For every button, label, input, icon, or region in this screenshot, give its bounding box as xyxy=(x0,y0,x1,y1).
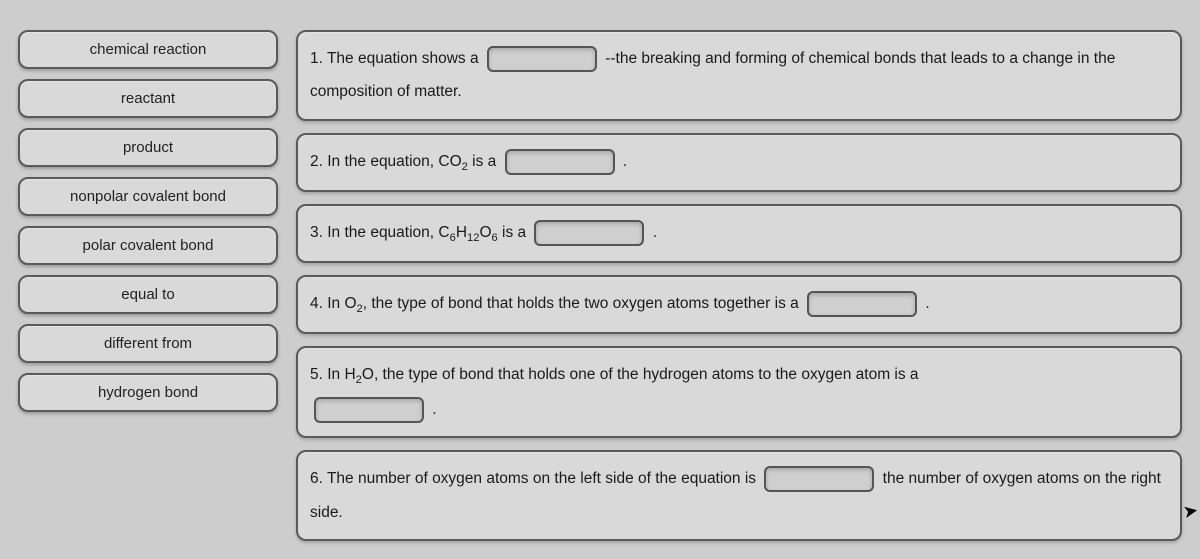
terms-sidebar: chemical reaction reactant product nonpo… xyxy=(18,30,278,541)
term-nonpolar-covalent-bond[interactable]: nonpolar covalent bond xyxy=(18,177,278,216)
q4-blank[interactable] xyxy=(807,291,917,317)
term-hydrogen-bond[interactable]: hydrogen bond xyxy=(18,373,278,412)
question-6: 6. The number of oxygen atoms on the lef… xyxy=(296,450,1182,541)
q3-blank[interactable] xyxy=(534,220,644,246)
q1-text-a: 1. The equation shows a xyxy=(310,50,483,67)
q5-text-b: O, the type of bond that holds one of th… xyxy=(362,366,919,383)
questions-panel: 1. The equation shows a --the breaking a… xyxy=(296,30,1182,541)
question-5: 5. In H2O, the type of bond that holds o… xyxy=(296,346,1182,438)
q2-text-b: is a xyxy=(468,153,501,170)
q3-text-e: . xyxy=(648,224,657,241)
q3-text-b: H xyxy=(456,224,467,241)
cursor-icon: ➤ xyxy=(1181,500,1200,523)
q3-text-d: is a xyxy=(498,224,531,241)
term-chemical-reaction[interactable]: chemical reaction xyxy=(18,30,278,69)
question-1: 1. The equation shows a --the breaking a… xyxy=(296,30,1182,121)
q4-text-c: . xyxy=(921,295,930,312)
term-polar-covalent-bond[interactable]: polar covalent bond xyxy=(18,226,278,265)
q6-blank[interactable] xyxy=(764,466,874,492)
q5-blank[interactable] xyxy=(314,397,424,423)
q3-text-a: 3. In the equation, C xyxy=(310,224,450,241)
term-different-from[interactable]: different from xyxy=(18,324,278,363)
term-reactant[interactable]: reactant xyxy=(18,79,278,118)
q3-text-c: O xyxy=(479,224,491,241)
question-2: 2. In the equation, CO2 is a . xyxy=(296,133,1182,192)
q2-text-c: . xyxy=(619,153,628,170)
q1-blank[interactable] xyxy=(487,46,597,72)
term-equal-to[interactable]: equal to xyxy=(18,275,278,314)
q5-text-a: 5. In H xyxy=(310,366,356,383)
q5-text-c: . xyxy=(428,401,437,418)
question-3: 3. In the equation, C6H12O6 is a . xyxy=(296,204,1182,263)
q3-sub2: 12 xyxy=(467,232,479,244)
worksheet-container: chemical reaction reactant product nonpo… xyxy=(0,0,1200,559)
q2-blank[interactable] xyxy=(505,149,615,175)
q4-text-a: 4. In O xyxy=(310,295,357,312)
q4-text-b: , the type of bond that holds the two ox… xyxy=(363,295,803,312)
q6-text-a: 6. The number of oxygen atoms on the lef… xyxy=(310,470,760,487)
q2-text-a: 2. In the equation, CO xyxy=(310,153,462,170)
question-4: 4. In O2, the type of bond that holds th… xyxy=(296,275,1182,334)
term-product[interactable]: product xyxy=(18,128,278,167)
